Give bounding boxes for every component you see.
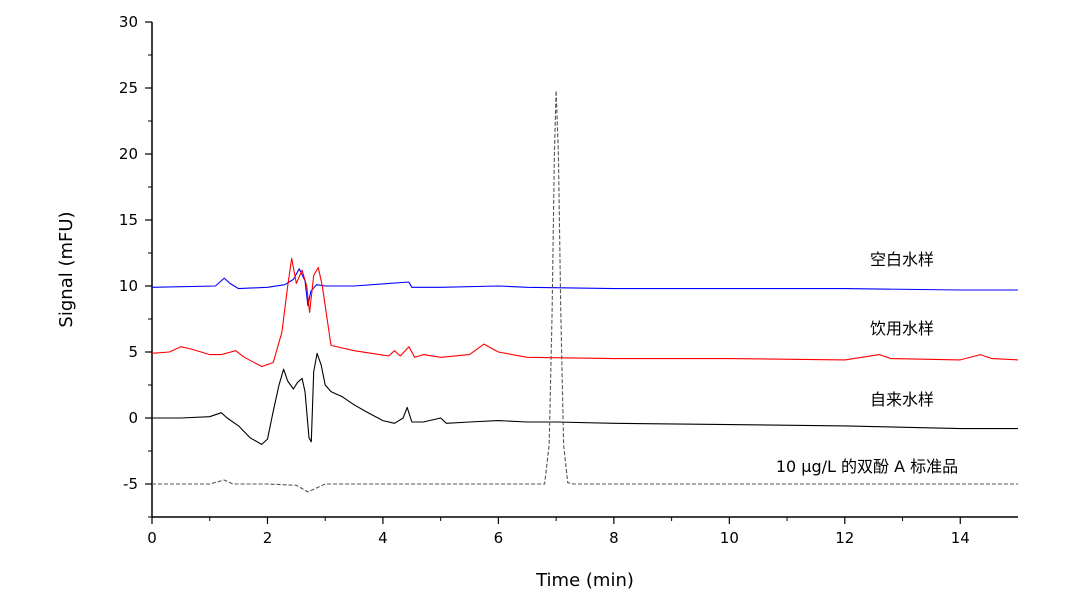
y-tick-label: 10 xyxy=(119,277,138,295)
axes xyxy=(151,22,1018,518)
x-tick-label: 6 xyxy=(494,529,504,547)
x-tick-label: 14 xyxy=(951,529,970,547)
y-tick-label: 20 xyxy=(119,145,138,163)
y-tick-label: 0 xyxy=(128,409,138,427)
series-line-4 xyxy=(152,90,1018,493)
series-label-2: 饮用水样 xyxy=(870,319,934,338)
series-label-3: 自来水样 xyxy=(870,390,934,409)
x-tick-label: 8 xyxy=(609,529,619,547)
axis-ticks: 0 2 4 6 8 10 12 14 -5 0 5 10 15 20 25 30 xyxy=(119,13,970,547)
x-tick-label: 2 xyxy=(263,529,273,547)
series-lines xyxy=(151,90,1019,493)
y-tick-label: 5 xyxy=(128,343,138,361)
x-tick-label: 12 xyxy=(835,529,854,547)
series-line-2 xyxy=(151,257,1019,368)
series-label-1: 空白水样 xyxy=(870,250,934,269)
y-axis-title: Signal (mFU) xyxy=(56,211,77,327)
y-tick-label: 30 xyxy=(119,13,138,31)
x-tick-label: 4 xyxy=(378,529,388,547)
x-tick-label: 10 xyxy=(720,529,739,547)
x-axis-title: Time (min) xyxy=(535,570,634,591)
x-tick-label: 0 xyxy=(147,529,157,547)
y-tick-label: 15 xyxy=(119,211,138,229)
y-tick-label: -5 xyxy=(123,475,138,493)
series-line-3 xyxy=(152,352,1018,445)
series-label-4: 10 μg/L 的双酚 A 标准品 xyxy=(776,457,958,476)
series-line-1 xyxy=(151,268,1018,307)
y-tick-label: 25 xyxy=(119,79,138,97)
